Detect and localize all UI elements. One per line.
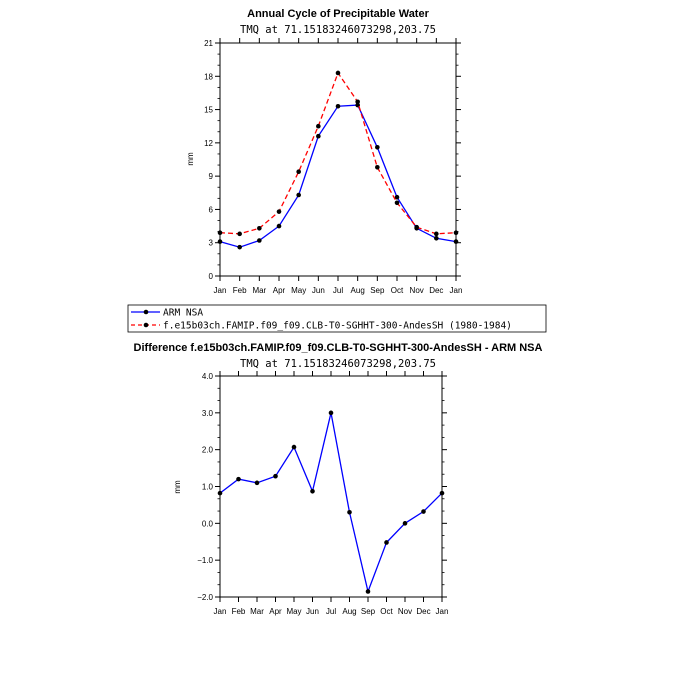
chart-subtitle: TMQ at 71.15183246073298,203.75 [240,358,436,370]
y-tick-label: 3 [209,239,214,248]
data-point [328,410,334,416]
y-tick-label: 6 [209,205,214,214]
data-point [335,70,341,76]
x-tick-label: Jan [214,286,227,295]
y-tick-label: 3.0 [202,409,214,418]
data-point [316,123,321,129]
series-line-0 [219,104,457,248]
data-point [421,509,426,514]
data-point [257,225,262,231]
chart-subtitle: TMQ at 71.15183246073298,203.75 [240,24,436,36]
data-point [291,444,297,450]
precipitable-water-chart: Annual Cycle of Precipitable Water TMQ a… [186,8,462,295]
data-point [439,490,445,496]
data-point [217,490,223,496]
data-point [414,224,419,230]
data-point [237,244,242,250]
data-point [365,589,371,594]
y-tick-label: 15 [204,106,213,115]
x-tick-label: Jul [333,286,343,295]
data-point [296,169,301,175]
x-tick-label: Apr [269,607,282,616]
x-tick-label: Jan [450,286,463,295]
data-point [335,103,341,109]
data-point [237,231,242,237]
legend-box [127,304,547,333]
x-tick-label: May [291,286,306,295]
data-point [257,238,262,243]
data-point [296,192,301,198]
y-axis-label: mm [173,480,182,494]
data-point [453,230,459,236]
x-tick-label: Feb [232,607,246,616]
data-point [402,521,408,526]
data-point [375,144,380,150]
data-point [434,231,439,237]
y-tick-label: 21 [204,39,213,48]
x-tick-label: May [286,607,301,616]
x-tick-label: Mar [252,286,266,295]
data-point [355,99,360,105]
x-tick-label: Dec [429,286,443,295]
y-tick-label: 4.0 [202,372,214,381]
data-point [254,480,260,486]
data-point [217,239,223,244]
data-point [394,200,400,206]
y-tick-label: 12 [204,139,213,148]
y-tick-label: 18 [204,72,213,81]
x-tick-label: Aug [342,607,356,616]
y-tick-label: −2.0 [197,593,213,602]
legend: ARM NSA f.e15b03ch.FAMIP.f09_f09.CLB-T0-… [127,304,547,333]
legend-marker-arm [143,309,149,315]
data-point [394,194,400,200]
x-tick-label: Oct [380,607,393,616]
y-tick-label: 0.0 [202,519,214,528]
series-line-0 [219,412,443,594]
data-point [310,488,315,494]
legend-label-model: f.e15b03ch.FAMIP.f09_f09.CLB-T0-SGHHT-30… [163,321,512,332]
y-tick-label: 1.0 [202,483,214,492]
data-point [316,133,321,139]
x-tick-label: Jul [326,607,336,616]
x-tick-label: Feb [233,286,247,295]
x-tick-label: Jun [306,607,319,616]
data-point [273,473,278,479]
data-point [236,476,241,482]
x-tick-label: Sep [370,286,385,295]
data-point [276,209,282,214]
y-axis-label: mm [186,152,195,166]
x-tick-label: Apr [273,286,286,295]
x-tick-label: Oct [391,286,404,295]
x-tick-label: Nov [398,607,412,616]
data-point [347,509,352,515]
data-point [384,540,389,545]
x-tick-label: Aug [351,286,365,295]
x-tick-label: Nov [410,286,424,295]
y-tick-label: −1.0 [197,556,213,565]
data-point [217,230,223,236]
data-point [375,164,380,170]
difference-chart: Difference f.e15b03ch.FAMIP.f09_f09.CLB-… [134,342,543,616]
x-tick-label: Jun [312,286,325,295]
legend-label-arm: ARM NSA [163,308,203,319]
x-tick-label: Dec [416,607,430,616]
series-line-1 [219,71,457,235]
chart-title: Difference f.e15b03ch.FAMIP.f09_f09.CLB-… [134,342,543,354]
data-point [453,239,459,244]
y-tick-label: 0 [209,272,214,281]
y-tick-label: 9 [209,172,214,181]
plot-frame [219,42,457,277]
chart-title: Annual Cycle of Precipitable Water [247,8,429,20]
y-tick-label: 2.0 [202,446,214,455]
x-tick-label: Mar [250,607,264,616]
plot-frame [219,375,443,598]
data-point [434,235,439,241]
data-point [276,223,282,229]
x-tick-label: Sep [361,607,376,616]
x-tick-label: Jan [436,607,449,616]
legend-marker-model [143,322,149,328]
x-tick-label: Jan [214,607,227,616]
